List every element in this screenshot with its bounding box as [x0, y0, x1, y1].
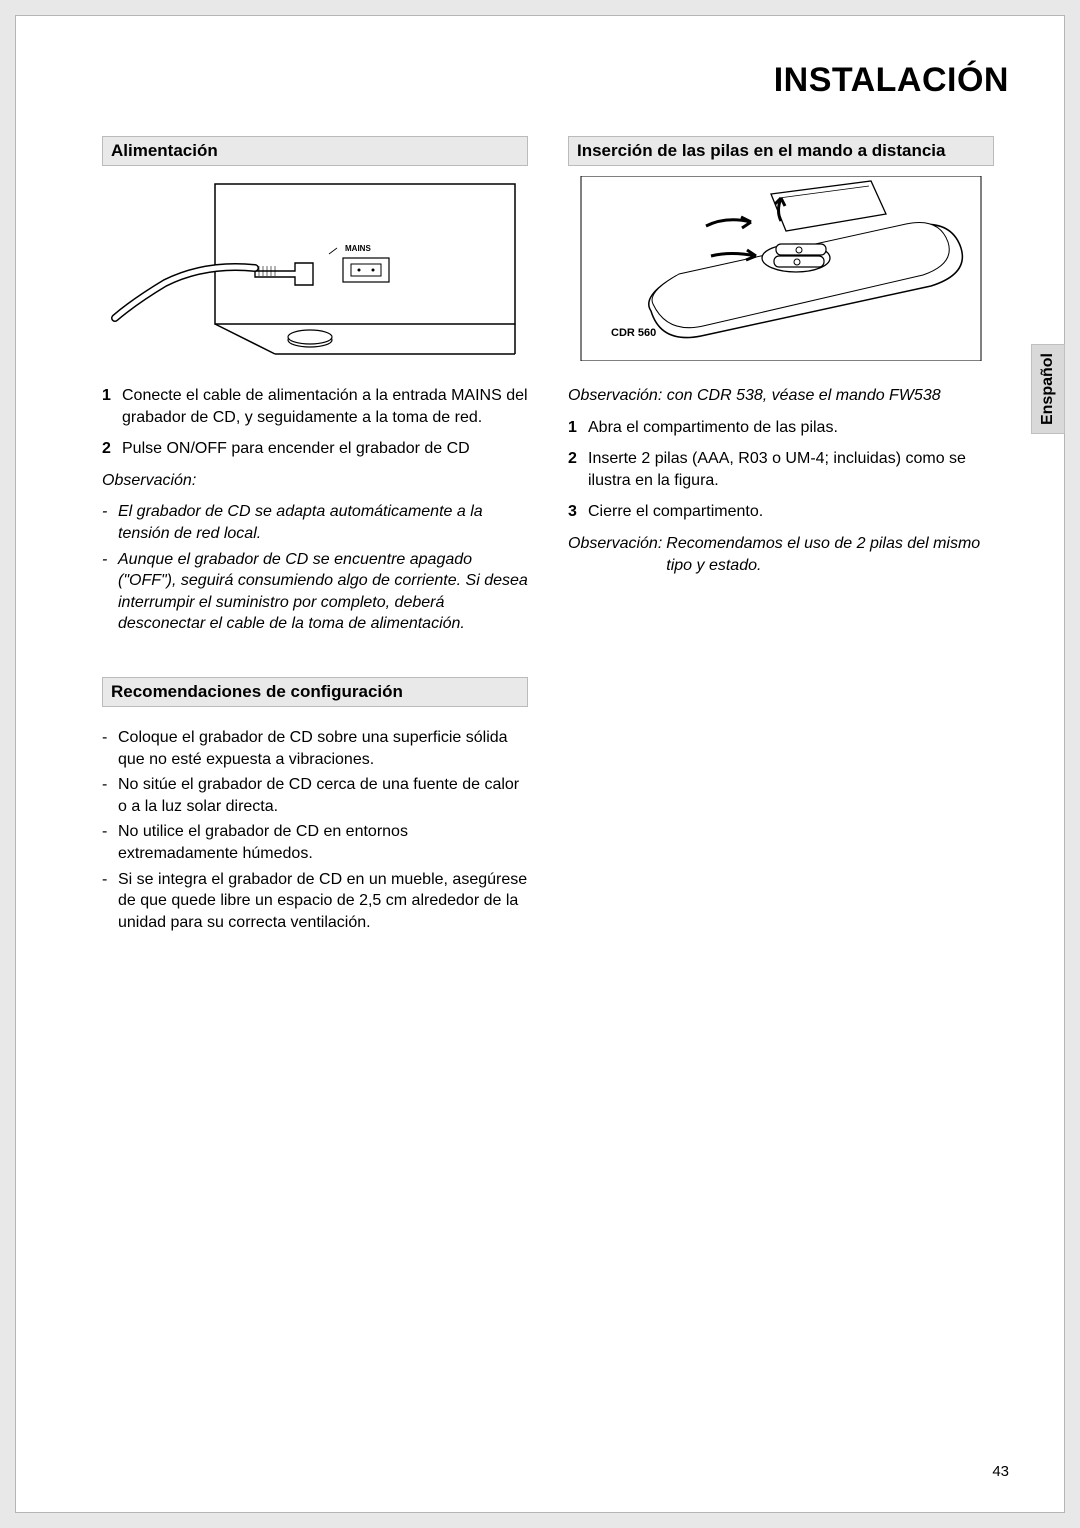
section-header-batteries: Inserción de las pilas en el mando a dis… [568, 136, 994, 166]
dash: - [102, 501, 112, 544]
obs-bottom: Observación: Recomendamos el uso de 2 pi… [568, 533, 994, 576]
left-column: Alimentación MAINS [102, 136, 528, 937]
step-text: Inserte 2 pilas (AAA, R03 o UM-4; inclui… [588, 448, 994, 491]
step-item: 1 Conecte el cable de alimentación a la … [102, 385, 528, 428]
note-block: Observación: - El grabador de CD se adap… [102, 470, 528, 635]
right-column: Inserción de las pilas en el mando a dis… [568, 136, 994, 937]
mains-label: MAINS [345, 244, 371, 253]
dash: - [102, 774, 112, 817]
step-text: Abra el compartimento de las pilas. [588, 417, 838, 439]
cdr-label: CDR 560 [611, 327, 656, 339]
power-steps: 1 Conecte el cable de alimentación a la … [102, 385, 528, 635]
page-number: 43 [992, 1463, 1009, 1480]
rec-item: - Coloque el grabador de CD sobre una su… [102, 727, 528, 770]
content-area: Alimentación MAINS [102, 136, 994, 937]
obs-bottom-text: Recomendamos el uso de 2 pilas del mismo… [666, 533, 994, 576]
note-item: - Aunque el grabador de CD se encuentre … [102, 549, 528, 635]
step-item: 1 Abra el compartimento de las pilas. [568, 417, 994, 439]
rec-item: - No utilice el grabador de CD en entorn… [102, 821, 528, 864]
note-label: Observación: [102, 470, 528, 492]
step-item: 2 Pulse ON/OFF para encender el grabador… [102, 438, 528, 460]
dash: - [102, 821, 112, 864]
battery-text: Observación: con CDR 538, véase el mando… [568, 385, 994, 576]
note-text: El grabador de CD se adapta automáticame… [118, 501, 528, 544]
step-item: 3 Cierre el compartimento. [568, 501, 994, 523]
illustration-remote: CDR 560 [568, 176, 994, 361]
rec-text: No sitúe el grabador de CD cerca de una … [118, 774, 528, 817]
section-recommendations: Recomendaciones de configuración - Coloq… [102, 677, 528, 933]
recommendations-list: - Coloque el grabador de CD sobre una su… [102, 727, 528, 933]
note-item: - El grabador de CD se adapta automática… [102, 501, 528, 544]
rec-item: - Si se integra el grabador de CD en un … [102, 869, 528, 934]
illustration-power: MAINS [102, 176, 528, 361]
step-number: 2 [568, 448, 582, 491]
step-number: 3 [568, 501, 582, 523]
step-text: Cierre el compartimento. [588, 501, 763, 523]
language-tab-label: Enspañol [1039, 353, 1057, 425]
dash: - [102, 727, 112, 770]
dash: - [102, 869, 112, 934]
rec-text: Si se integra el grabador de CD en un mu… [118, 869, 528, 934]
page-frame: INSTALACIÓN Enspañol Alimentación MAINS [15, 15, 1065, 1513]
section-header-power: Alimentación [102, 136, 528, 166]
step-text: Conecte el cable de alimentación a la en… [122, 385, 528, 428]
step-number: 1 [568, 417, 582, 439]
step-number: 1 [102, 385, 116, 428]
step-number: 2 [102, 438, 116, 460]
obs-bottom-label: Observación: [568, 533, 662, 576]
page-title: INSTALACIÓN [774, 61, 1009, 100]
note-text: Aunque el grabador de CD se encuentre ap… [118, 549, 528, 635]
step-text: Pulse ON/OFF para encender el grabador d… [122, 438, 470, 460]
rec-text: Coloque el grabador de CD sobre una supe… [118, 727, 528, 770]
dash: - [102, 549, 112, 635]
step-item: 2 Inserte 2 pilas (AAA, R03 o UM-4; incl… [568, 448, 994, 491]
rec-text: No utilice el grabador de CD en entornos… [118, 821, 528, 864]
rec-item: - No sitúe el grabador de CD cerca de un… [102, 774, 528, 817]
language-tab: Enspañol [1031, 344, 1065, 434]
obs-top: Observación: con CDR 538, véase el mando… [568, 385, 994, 407]
section-header-recommendations: Recomendaciones de configuración [102, 677, 528, 707]
